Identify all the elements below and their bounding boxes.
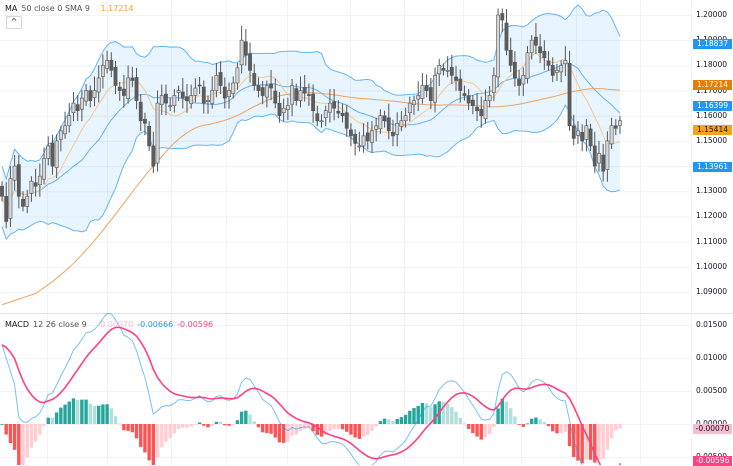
macd-name: MACD	[5, 320, 29, 329]
price-axis-label: 1.20000	[695, 10, 727, 19]
price-axis-label: 1.09000	[695, 287, 727, 296]
ma-value: 1.17214	[100, 4, 134, 13]
ma50-line	[1, 88, 621, 306]
price-tag: 1.15414	[693, 125, 732, 136]
macd-line-value: -0.00666	[137, 320, 174, 329]
price-legend: MA 50 close 0 SMA 9 1.17214	[5, 4, 138, 13]
price-axis-label: 1.16000	[695, 110, 727, 120]
price-axis-label: 1.11000	[695, 236, 727, 246]
macd-axis-label: 0.01500	[695, 320, 727, 329]
macd-histogram	[0, 398, 622, 465]
candles	[0, 8, 622, 229]
bb-upper-line	[1, 4, 621, 181]
chevron-up-icon: ^	[10, 17, 18, 26]
signal-line	[1, 326, 621, 465]
macd-histogram-value: -0.00070	[97, 320, 134, 329]
price-axis-label: 1.13000	[695, 186, 727, 196]
macd-line	[1, 312, 583, 465]
macd-axis-label: 0.00500	[695, 386, 727, 395]
bb-basis-line	[1, 61, 621, 211]
price-tag: 1.16399	[693, 100, 732, 111]
macd-axis-label: 0.01000	[695, 353, 727, 362]
macd-signal-value: -0.00596	[177, 320, 214, 329]
indicator-name: MA	[5, 4, 18, 13]
macd-value-tag: -0.00070	[693, 423, 732, 434]
bollinger-band-fill	[2, 5, 620, 240]
collapse-legend-button[interactable]: ^	[6, 16, 22, 29]
price-axis-label: 1.15000	[695, 135, 727, 145]
macd-params: 12 26 close 9	[32, 320, 87, 329]
price-tag: 1.17214	[693, 80, 732, 91]
price-axis-label: 1.18000	[695, 60, 727, 70]
ma-short-line	[1, 52, 621, 211]
price-tag: 1.13961	[693, 162, 732, 173]
indicator-params: 50 close 0 SMA 9	[21, 4, 90, 13]
price-tag: 1.18837	[693, 39, 732, 50]
price-axis-label: 1.12000	[695, 211, 727, 221]
price-axis-label: 1.10000	[695, 261, 727, 271]
bb-lower-line	[1, 104, 621, 241]
macd-legend: MACD 12 26 close 9 -0.00070 -0.00666 -0.005…	[5, 320, 217, 329]
macd-value-tag: -0.00596	[693, 456, 732, 466]
